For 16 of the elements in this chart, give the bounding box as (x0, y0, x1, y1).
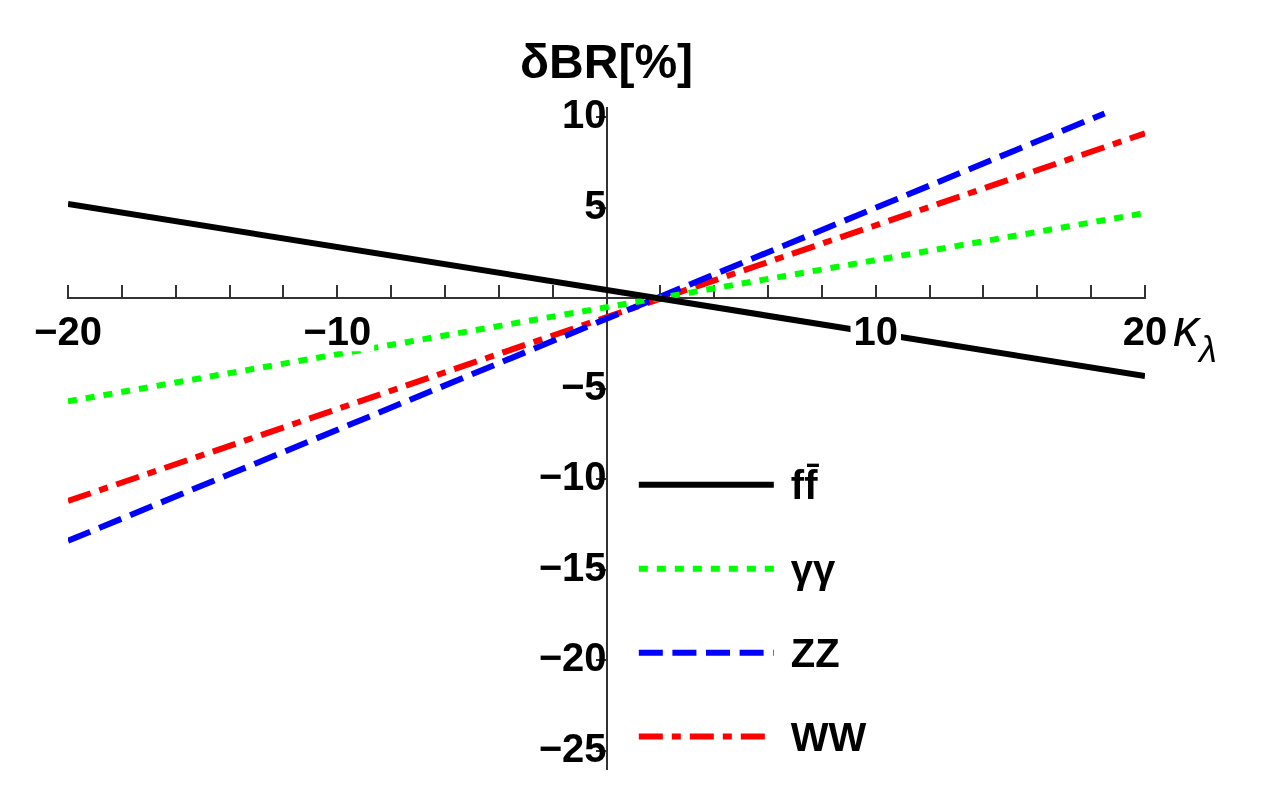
x-tick-label: 10 (853, 309, 898, 354)
y-tick-label: −5 (560, 363, 607, 408)
y-tick-label: −10 (538, 454, 607, 499)
legend-label: ZZ (790, 630, 840, 675)
y-tick-label: 5 (584, 182, 607, 227)
x-tick-label: 20 (1122, 309, 1168, 354)
y-tick-label: −15 (538, 544, 607, 589)
y-axis-title: δBR[%] (519, 35, 694, 88)
y-tick-label: −25 (538, 725, 607, 770)
y-tick-label: 10 (562, 92, 607, 137)
y-tick-label: −20 (538, 635, 607, 680)
x-tick-label: −10 (303, 309, 372, 354)
legend-label: WW (790, 714, 867, 759)
x-tick-label: −20 (34, 309, 102, 354)
legend-label: ff̄ (790, 462, 820, 507)
legend-label: γγ (790, 546, 837, 591)
